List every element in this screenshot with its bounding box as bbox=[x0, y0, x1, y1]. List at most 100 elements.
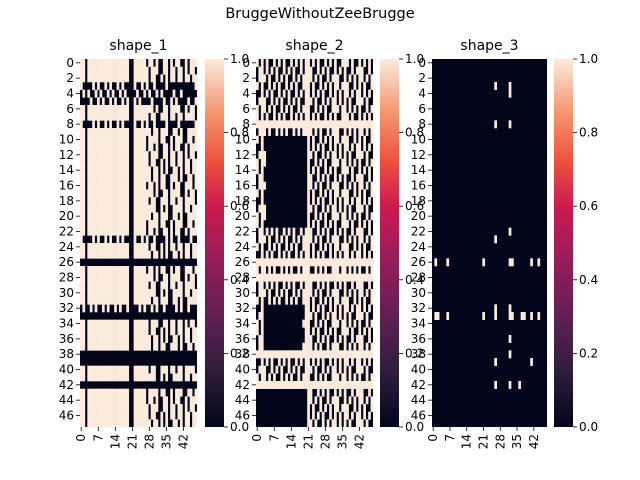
heatmap-cell bbox=[80, 189, 83, 198]
heatmap-cell bbox=[140, 411, 144, 420]
heatmap-cell bbox=[82, 289, 86, 297]
heatmap-cell bbox=[148, 388, 151, 397]
heatmap-cell bbox=[121, 273, 125, 282]
heatmap-cell bbox=[145, 296, 149, 305]
heatmap-cell bbox=[434, 258, 438, 267]
heatmap-cell bbox=[324, 319, 327, 328]
heatmap-cell bbox=[304, 335, 308, 343]
heatmap-cell bbox=[329, 166, 332, 175]
heatmap-cell bbox=[307, 189, 310, 198]
heatmap-cell bbox=[360, 281, 364, 290]
heatmap-cell bbox=[194, 327, 198, 336]
heatmap-cell bbox=[177, 227, 181, 236]
heatmap-cell bbox=[187, 411, 190, 420]
heatmap-cell bbox=[256, 189, 259, 198]
heatmap-cell bbox=[170, 281, 173, 290]
heatmap-cell bbox=[121, 220, 125, 228]
heatmap-cell bbox=[92, 273, 95, 282]
heatmap-cell bbox=[101, 227, 105, 236]
heatmap-cell bbox=[150, 181, 154, 190]
heatmap-cell bbox=[170, 243, 173, 251]
heatmap-cell bbox=[123, 174, 127, 182]
heatmap-cell bbox=[99, 212, 103, 221]
heatmap-cell bbox=[104, 105, 108, 113]
heatmap-cell bbox=[338, 250, 342, 259]
heatmap-cell bbox=[309, 97, 313, 106]
heatmap-cell bbox=[324, 105, 327, 113]
heatmap-cell bbox=[89, 289, 93, 297]
heatmap-cell bbox=[126, 212, 130, 221]
heatmap-cell bbox=[155, 135, 159, 144]
heatmap-cell bbox=[101, 112, 105, 121]
heatmap-cell bbox=[121, 66, 125, 75]
heatmap-cell bbox=[123, 296, 127, 305]
heatmap-cell bbox=[280, 128, 284, 136]
heatmap-cell bbox=[304, 250, 308, 259]
heatmap-cell bbox=[138, 342, 142, 351]
heatmap-cell bbox=[292, 289, 296, 297]
heatmap-cell bbox=[119, 189, 122, 198]
heatmap-cell bbox=[348, 258, 352, 267]
heatmap-cell bbox=[92, 388, 95, 397]
heatmap-cell bbox=[92, 289, 95, 297]
heatmap-cell bbox=[348, 266, 352, 274]
heatmap-cell bbox=[126, 335, 130, 343]
heatmap-cell bbox=[89, 174, 93, 182]
heatmap-cell bbox=[104, 128, 108, 136]
heatmap-cell bbox=[329, 258, 332, 267]
heatmap-cell bbox=[160, 365, 164, 374]
heatmap-cell bbox=[136, 327, 139, 336]
heatmap-cell bbox=[184, 151, 188, 159]
y-tick-label: 38 bbox=[235, 347, 250, 361]
heatmap-cell bbox=[358, 151, 362, 159]
heatmap-cell bbox=[179, 151, 183, 159]
heatmap-cell bbox=[263, 97, 267, 106]
heatmap-cell bbox=[114, 388, 117, 397]
y-tick-label: 12 bbox=[235, 148, 250, 162]
heatmap-cell bbox=[299, 250, 303, 259]
heatmap-cell bbox=[119, 166, 122, 175]
heatmap-cell bbox=[145, 281, 149, 290]
heatmap-cell bbox=[353, 296, 357, 305]
heatmap-cell bbox=[326, 174, 330, 182]
colorbar-tick-label: 0.6 bbox=[230, 199, 249, 213]
heatmap-cell bbox=[140, 220, 144, 228]
colorbar-tick-label: 1.0 bbox=[405, 52, 424, 66]
heatmap-cell bbox=[268, 120, 271, 129]
heatmap-cell bbox=[175, 373, 178, 382]
heatmap-cell bbox=[363, 411, 366, 420]
heatmap-cell bbox=[99, 281, 103, 290]
heatmap-cell bbox=[309, 281, 313, 290]
heatmap-cell bbox=[263, 365, 267, 374]
heatmap-cell bbox=[165, 296, 169, 305]
heatmap-cell bbox=[280, 120, 284, 129]
heatmap-cell bbox=[97, 151, 100, 159]
heatmap-cell bbox=[321, 312, 325, 320]
heatmap-cell bbox=[307, 235, 310, 244]
heatmap-cell bbox=[304, 365, 308, 374]
heatmap-cell bbox=[358, 381, 362, 389]
heatmap-cell bbox=[82, 151, 86, 159]
heatmap-cell bbox=[160, 74, 164, 83]
heatmap-cell bbox=[82, 74, 86, 83]
heatmap-cell bbox=[307, 143, 310, 152]
heatmap-cell bbox=[277, 350, 281, 359]
heatmap-cell bbox=[145, 243, 149, 251]
heatmap-cell bbox=[326, 281, 330, 290]
heatmap-cell bbox=[140, 204, 144, 213]
heatmap-cell bbox=[179, 373, 183, 382]
heatmap-cell bbox=[87, 281, 91, 290]
heatmap-cell bbox=[341, 273, 345, 282]
heatmap-cell bbox=[114, 128, 117, 136]
heatmap-cell bbox=[109, 273, 112, 282]
heatmap-cell bbox=[87, 289, 91, 297]
heatmap-cell bbox=[143, 74, 147, 83]
heatmap-cell bbox=[258, 120, 262, 129]
heatmap-cell bbox=[256, 82, 259, 90]
heatmap-cell bbox=[360, 396, 364, 405]
heatmap-cell bbox=[126, 189, 130, 198]
heatmap-cell bbox=[343, 350, 347, 359]
heatmap-cell bbox=[175, 204, 178, 213]
heatmap-cell bbox=[109, 204, 112, 213]
heatmap-cell bbox=[184, 419, 188, 428]
